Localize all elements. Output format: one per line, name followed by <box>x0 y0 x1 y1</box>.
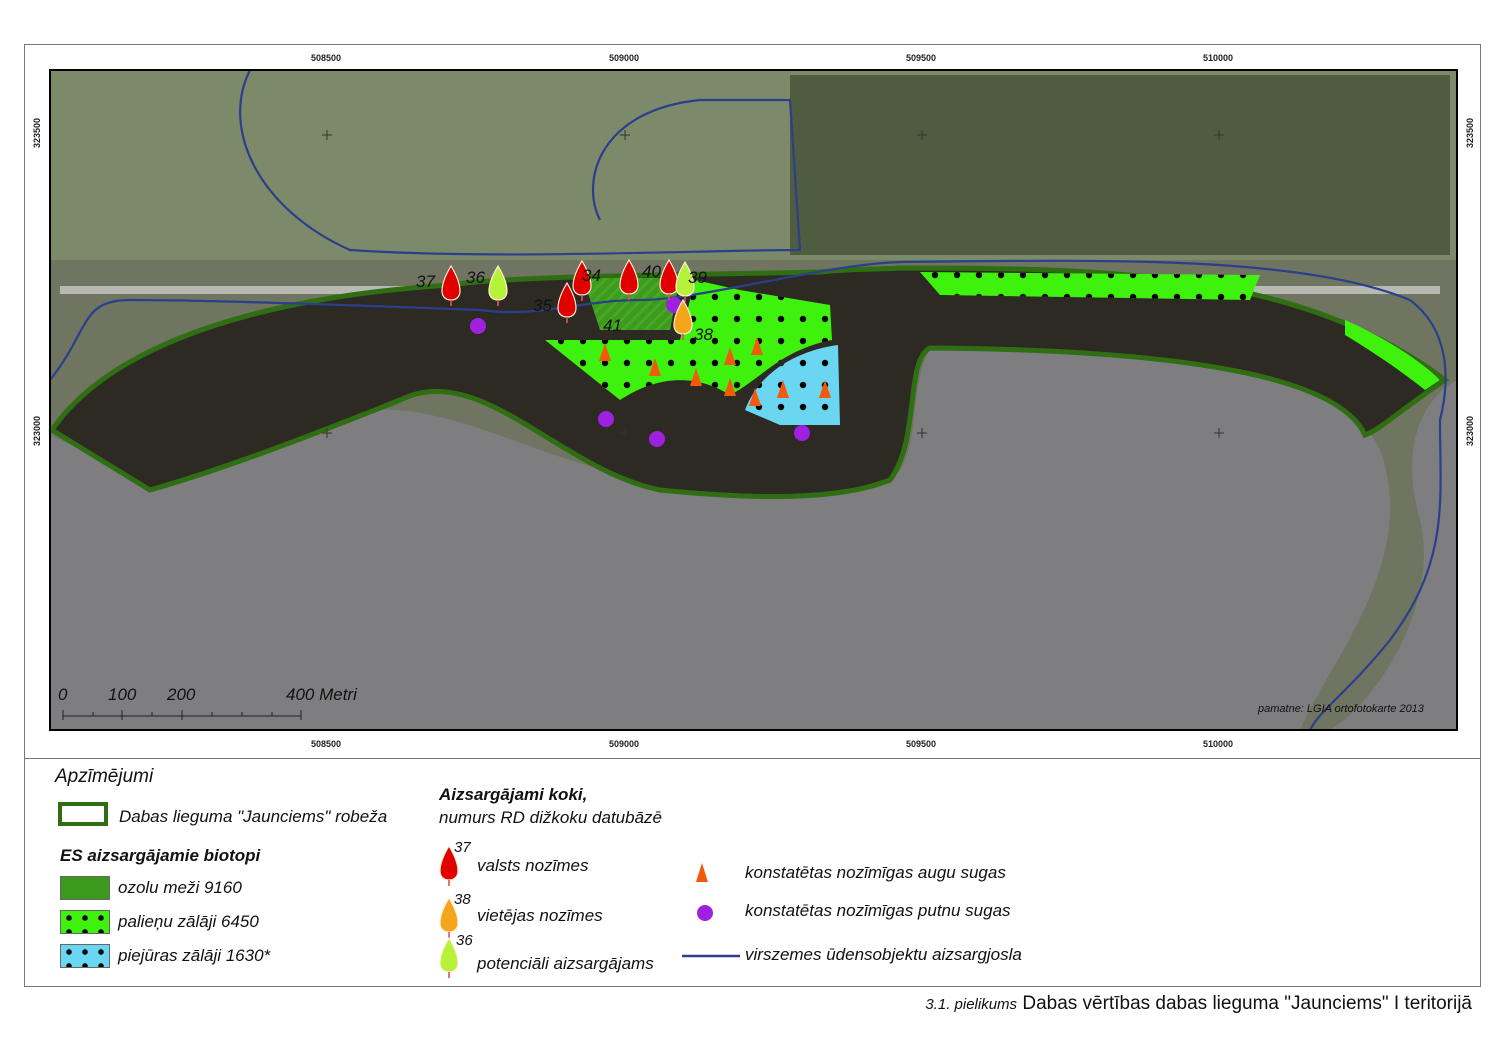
grid-cross <box>322 130 332 140</box>
grid-cross <box>1214 428 1224 438</box>
y-tick-left: 323000 <box>32 416 42 447</box>
plant-species-marker[interactable] <box>599 343 611 361</box>
x-tick-bottom: 509500 <box>906 739 937 749</box>
x-tick-bottom: 510000 <box>1203 739 1234 749</box>
x-tick-top: 510000 <box>1203 53 1234 63</box>
legend-boundary: Dabas lieguma "Jaunciems" robeža <box>119 807 388 826</box>
tree-label: 35 <box>533 296 552 315</box>
x-tick-top: 509000 <box>609 53 640 63</box>
legend-tree-num: 36 <box>456 932 473 949</box>
tree-label: 34 <box>582 266 601 285</box>
boundary-swatch <box>58 802 108 826</box>
plant-species-icon <box>696 863 708 882</box>
legend-trees-title: Aizsargājami koki, <box>439 785 588 804</box>
scale-label: 200 <box>167 685 196 704</box>
legend-divider <box>24 758 1481 759</box>
grid-cross <box>322 428 332 438</box>
legend-tree-num: 37 <box>454 839 471 856</box>
legend-habitats-title: ES aizsargājamie biotopi <box>60 846 261 865</box>
coastal-meadow-dots <box>745 345 840 425</box>
legend-title: Apzīmējumi <box>55 766 154 787</box>
y-tick-right: 323500 <box>1465 118 1475 149</box>
tree-label: 41 <box>603 316 622 335</box>
legend-habitat: palieņu zālāji 6450 <box>118 912 259 931</box>
map-view[interactable] <box>0 0 1500 760</box>
bird-species-marker[interactable] <box>649 431 665 447</box>
scale-label: 100 <box>108 685 137 704</box>
floodplain-meadow-swatch <box>60 910 110 934</box>
plant-species-marker[interactable] <box>724 347 736 365</box>
grid-cross <box>620 428 630 438</box>
floodplain-meadow-east-dots <box>920 272 1260 300</box>
bird-species-marker[interactable] <box>470 318 486 334</box>
map-frame <box>24 44 1481 987</box>
y-tick-left: 323500 <box>32 118 42 149</box>
y-tick-right: 323000 <box>1465 416 1475 447</box>
map-title: Dabas vērtības dabas lieguma "Jaunciems"… <box>1022 993 1472 1014</box>
bird-species-icon <box>697 905 713 921</box>
legend-tree-icons <box>439 845 459 979</box>
legend-tree-label: valsts nozīmes <box>477 856 589 875</box>
oak-forest-9160 <box>583 278 680 330</box>
legend-symbols <box>682 863 740 958</box>
plant-species-marker[interactable] <box>649 358 661 376</box>
bird-species-marker[interactable] <box>794 425 810 441</box>
legend-trees-subtitle: numurs RD dižkoku datubāzē <box>439 808 663 827</box>
tree-label: 39 <box>688 268 707 287</box>
floodplain-meadow-far-east <box>1345 320 1440 390</box>
legend-plants: konstatētas nozīmīgas augu sugas <box>745 863 1006 882</box>
plant-species-marker[interactable] <box>751 337 763 355</box>
x-tick-top: 509500 <box>906 53 937 63</box>
legend-tree-label: vietējas nozīmes <box>477 906 603 925</box>
plant-species-marker[interactable] <box>690 368 702 386</box>
x-tick-top: 508500 <box>311 53 342 63</box>
grid-cross <box>917 428 927 438</box>
oak-forest-swatch <box>60 876 110 900</box>
plant-species-marker[interactable] <box>724 378 736 396</box>
legend-birds: konstatētas nozīmīgas putnu sugas <box>745 901 1011 920</box>
forest <box>790 75 1450 255</box>
coastal-meadow-swatch <box>60 944 110 968</box>
legend-habitat: piejūras zālāji 1630* <box>118 946 271 965</box>
water-protection-zone <box>49 69 1447 731</box>
grid-cross <box>917 130 927 140</box>
bird-species-marker[interactable] <box>598 411 614 427</box>
x-tick-bottom: 509000 <box>609 739 640 749</box>
floodplain-meadow-dots <box>545 280 832 400</box>
annex-label: 3.1. pielikums <box>925 996 1018 1013</box>
tree-label: 40 <box>642 262 661 281</box>
legend-habitat: ozolu meži 9160 <box>118 878 242 897</box>
map-border <box>49 69 1458 731</box>
plant-species-marker[interactable] <box>819 380 831 398</box>
plant-species-marker[interactable] <box>777 380 789 398</box>
tree-label: 37 <box>416 272 435 291</box>
footer-caption: 3.1. pielikums Dabas vērtības dabas lieg… <box>925 993 1472 1015</box>
grid-cross <box>1214 130 1224 140</box>
tree-label: 38 <box>694 325 713 344</box>
legend-tree-num: 38 <box>454 891 471 908</box>
grid-cross <box>620 130 630 140</box>
scale-bar <box>62 710 302 720</box>
legend-tree-label: potenciāli aizsargājams <box>477 954 654 973</box>
tree-label: 36 <box>466 268 485 287</box>
scale-label: 0 <box>58 685 68 704</box>
legend-water-zone: virszemes ūdensobjektu aizsargjosla <box>745 945 1022 964</box>
plant-species-marker[interactable] <box>749 388 761 406</box>
scale-label: 400 Metri <box>286 685 357 704</box>
source-note: pamatne: LGIA ortofotokarte 2013 <box>1258 703 1424 715</box>
x-tick-bottom: 508500 <box>311 739 342 749</box>
